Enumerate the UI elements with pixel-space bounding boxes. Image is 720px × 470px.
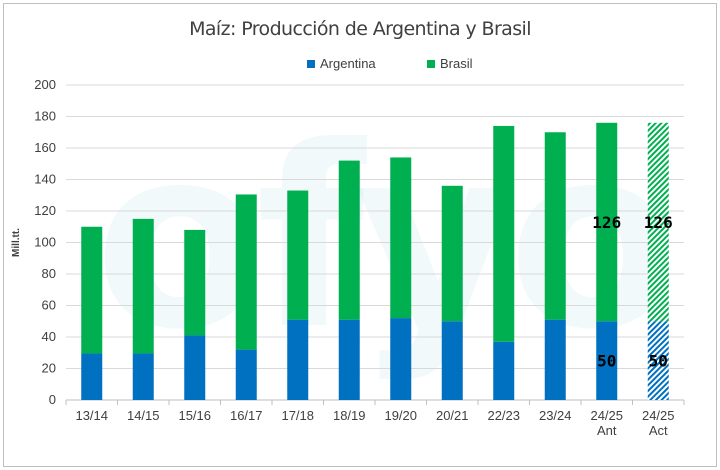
y-tick-label: 140 <box>34 172 56 187</box>
x-tick-label: Ant <box>597 423 617 438</box>
x-tick-label: 13/14 <box>75 408 108 423</box>
bar-brasil <box>287 190 309 320</box>
bar-brasil <box>493 125 515 342</box>
bar-argentina <box>596 321 618 400</box>
bar-brasil <box>441 185 463 322</box>
bar-brasil <box>132 218 154 354</box>
x-tick-label: 20/21 <box>436 408 469 423</box>
legend-item-brasil: Brasil <box>427 56 473 71</box>
y-tick-label: 160 <box>34 140 56 155</box>
bar-brasil <box>338 160 360 320</box>
x-tick-label: 23/24 <box>539 408 572 423</box>
bar-brasil <box>235 194 257 350</box>
bar-argentina <box>441 321 463 400</box>
chart-legend: Argentina Brasil <box>4 56 716 74</box>
x-tick-label: 19/20 <box>384 408 417 423</box>
y-tick-label: 40 <box>42 329 56 344</box>
x-tick-label: 24/25 <box>642 408 675 423</box>
bar-brasil <box>544 132 566 320</box>
x-tick-label: 17/18 <box>281 408 314 423</box>
chart-frame: ofyo Maíz: Producción de Argentina y Bra… <box>3 3 717 467</box>
bar-argentina <box>81 353 103 400</box>
legend-swatch-argentina <box>307 59 315 68</box>
bar-brasil <box>390 157 412 319</box>
x-tick-label: 15/16 <box>178 408 211 423</box>
data-label: 50 <box>649 352 668 371</box>
bar-argentina <box>544 319 566 400</box>
bar-argentina <box>493 341 515 400</box>
y-tick-label: 60 <box>42 298 56 313</box>
bar-brasil <box>184 229 206 336</box>
y-tick-label: 80 <box>42 266 56 281</box>
bar-argentina <box>338 319 360 400</box>
chart-plot: 0 20 40 60 80 100 120 140 160 180 200 Mill.tt. 13/14… <box>11 77 685 438</box>
x-tick-label: 24/25 <box>590 408 623 423</box>
chart-title: Maíz: Producción de Argentina y Brasil <box>189 18 531 40</box>
legend-item-argentina: Argentina <box>307 56 376 71</box>
y-tick-label: 200 <box>34 77 56 92</box>
y-tick-label: 20 <box>42 361 56 376</box>
bar-argentina <box>132 353 154 400</box>
y-tick-label: 180 <box>34 109 56 124</box>
bar-argentina <box>235 349 257 400</box>
y-tick-label: 100 <box>34 235 56 250</box>
bar-argentina <box>184 335 206 400</box>
bar-brasil <box>647 122 669 322</box>
data-label: 50 <box>597 352 616 371</box>
legend-swatch-brasil <box>427 59 435 68</box>
legend-label-brasil: Brasil <box>440 56 473 71</box>
x-tick-label: 14/15 <box>127 408 160 423</box>
x-tick-label: 16/17 <box>230 408 263 423</box>
y-tick-label: 120 <box>34 203 56 218</box>
bar-argentina <box>287 319 309 400</box>
legend-label-argentina: Argentina <box>320 56 376 71</box>
bar-brasil <box>596 122 618 322</box>
data-label: 126 <box>592 213 621 232</box>
bar-argentina <box>647 321 669 400</box>
y-tick-label: 0 <box>49 392 56 407</box>
x-tick-label: 18/19 <box>333 408 366 423</box>
bar-brasil <box>81 226 103 354</box>
y-axis-label: Mill.tt. <box>11 228 22 257</box>
bar-argentina <box>390 318 412 400</box>
x-tick-label: 22/23 <box>487 408 520 423</box>
data-label: 126 <box>644 213 673 232</box>
x-tick-label: Act <box>649 423 668 438</box>
